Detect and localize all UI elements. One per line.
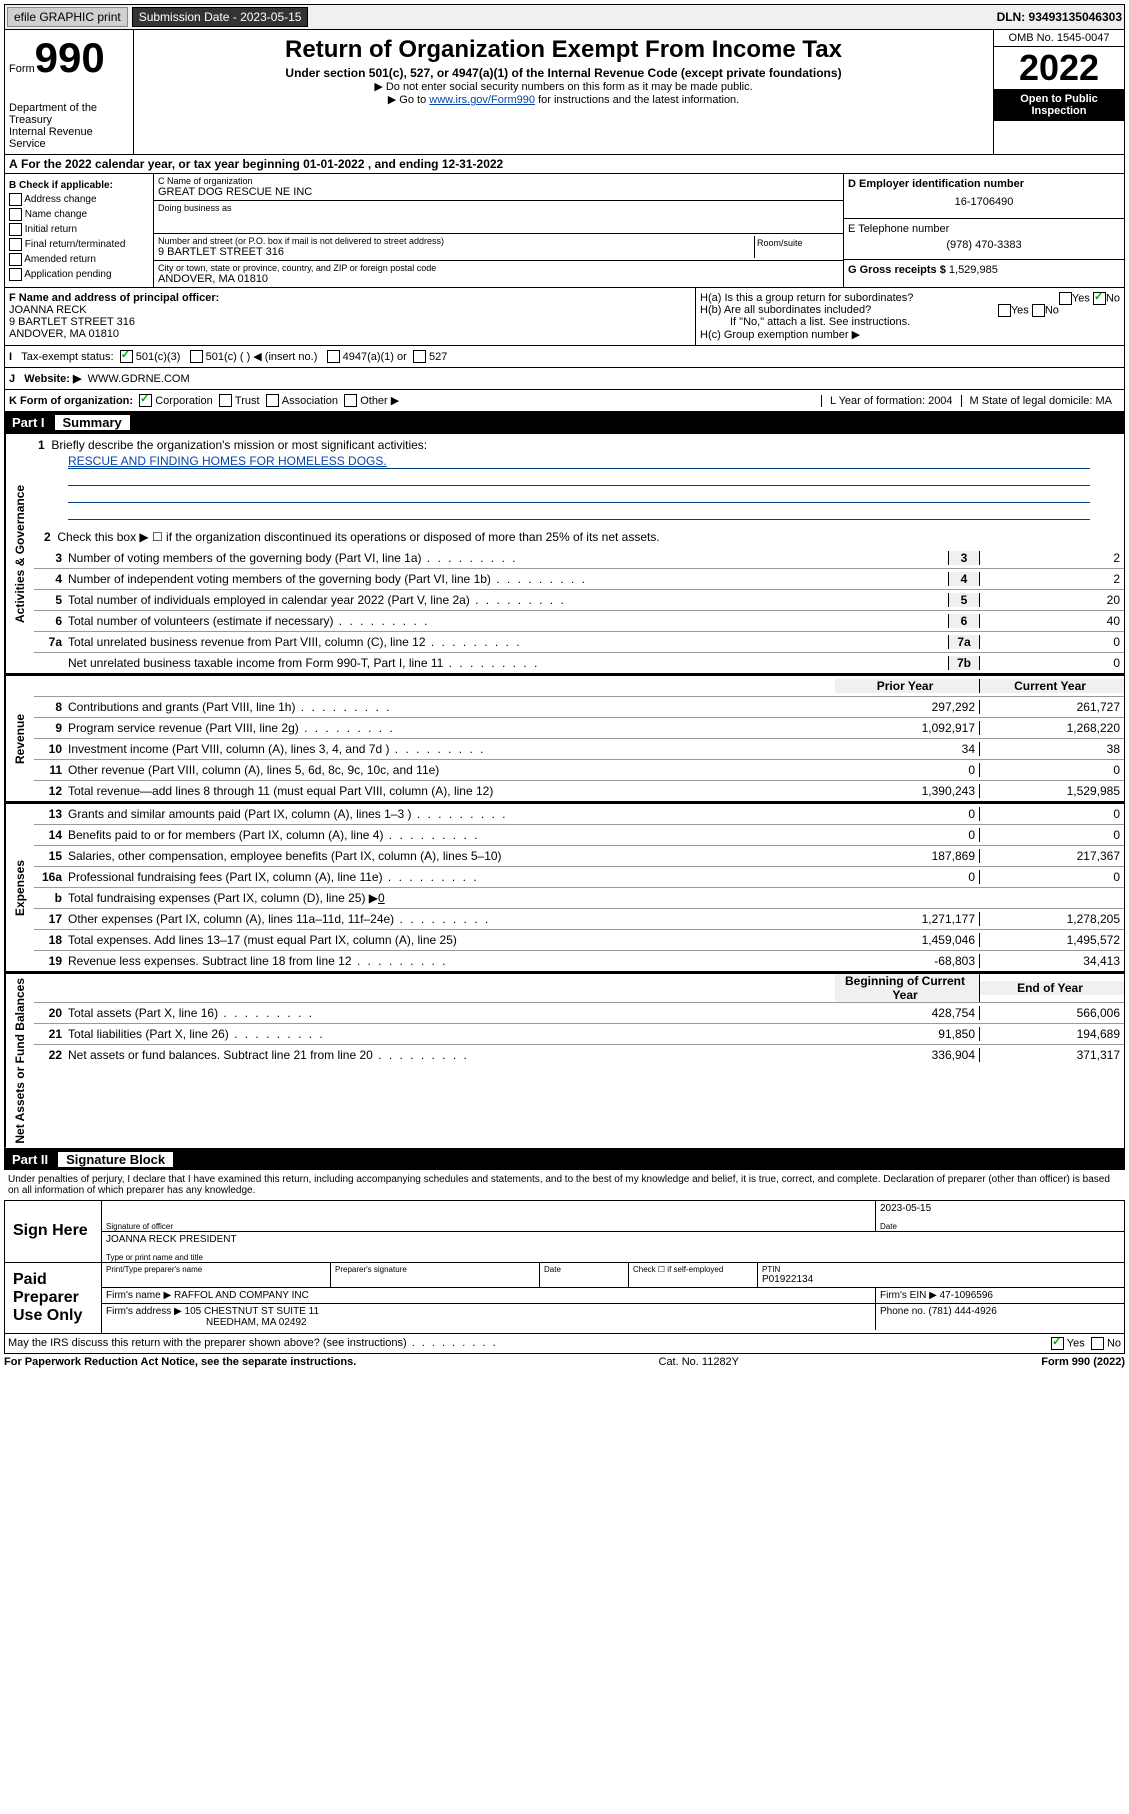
main-info-block: B Check if applicable: Address change Na… — [4, 174, 1125, 288]
col-c-org-info: C Name of organization GREAT DOG RESCUE … — [154, 174, 843, 287]
paid-preparer-block: Paid Preparer Use Only Print/Type prepar… — [4, 1263, 1125, 1334]
cb-assoc[interactable] — [266, 394, 279, 407]
cb-corp[interactable] — [139, 394, 152, 407]
omb-number: OMB No. 1545-0047 — [994, 30, 1124, 47]
tax-exempt-row: I Tax-exempt status: 501(c)(3) 501(c) ( … — [4, 346, 1125, 368]
website: WWW.GDRNE.COM — [88, 373, 190, 385]
street-address: 9 BARTLET STREET 316 — [158, 246, 754, 258]
open-inspection: Open to Public Inspection — [994, 89, 1124, 121]
cb-hb-yes[interactable] — [998, 304, 1011, 317]
col-d-ein-phone: D Employer identification number 16-1706… — [843, 174, 1124, 287]
row-k: K Form of organization: Corporation Trus… — [4, 390, 1125, 412]
org-name: GREAT DOG RESCUE NE INC — [158, 186, 839, 198]
cb-ha-no[interactable] — [1093, 292, 1106, 305]
year-formation: L Year of formation: 2004 — [821, 395, 961, 407]
col-b-checkboxes: B Check if applicable: Address change Na… — [5, 174, 154, 287]
form-number: Form990 — [9, 34, 129, 82]
row-a-tax-year: A For the 2022 calendar year, or tax yea… — [4, 155, 1125, 174]
vtab-expenses: Expenses — [5, 804, 34, 971]
dept-treasury: Department of the Treasury Internal Reve… — [9, 102, 129, 150]
ein: 16-1706490 — [848, 190, 1120, 214]
sign-here-block: Sign Here Signature of officer 2023-05-1… — [4, 1200, 1125, 1263]
officer-name-title: JOANNA RECK PRESIDENT — [106, 1234, 1120, 1245]
efile-print-button[interactable]: efile GRAPHIC print — [7, 7, 128, 27]
cb-other[interactable] — [344, 394, 357, 407]
irs-link[interactable]: www.irs.gov/Form990 — [429, 94, 535, 106]
city-state-zip: ANDOVER, MA 01810 — [158, 273, 839, 285]
vtab-netassets: Net Assets or Fund Balances — [5, 974, 34, 1148]
cb-address-change[interactable] — [9, 193, 22, 206]
form-header: Form990 Department of the Treasury Inter… — [4, 30, 1125, 155]
form-ref: Form 990 (2022) — [1041, 1356, 1125, 1368]
mission-text: RESCUE AND FINDING HOMES FOR HOMELESS DO… — [68, 454, 1090, 469]
firm-name: RAFFOL AND COMPANY INC — [174, 1290, 309, 1301]
phone: (978) 470-3383 — [848, 235, 1120, 255]
vtab-revenue: Revenue — [5, 676, 34, 801]
part-1-header: Part I Summary — [4, 412, 1125, 433]
submission-date: Submission Date - 2023-05-15 — [132, 7, 309, 27]
sig-intro: Under penalties of perjury, I declare th… — [4, 1170, 1125, 1200]
cb-4947[interactable] — [327, 350, 340, 363]
cb-name-change[interactable] — [9, 208, 22, 221]
form-subtitle-2: ▶ Do not enter social security numbers o… — [138, 80, 989, 93]
cb-discuss-no[interactable] — [1091, 1337, 1104, 1350]
ptin: P01922134 — [762, 1274, 1120, 1285]
gross-receipts: 1,529,985 — [949, 264, 998, 276]
state-domicile: M State of legal domicile: MA — [961, 395, 1120, 407]
tax-year: 2022 — [994, 47, 1124, 89]
cb-527[interactable] — [413, 350, 426, 363]
block-f-h: F Name and address of principal officer:… — [4, 288, 1125, 346]
sign-here-label: Sign Here — [5, 1201, 101, 1262]
vtab-governance: Activities & Governance — [5, 434, 34, 673]
firm-ein: 47-1096596 — [940, 1290, 993, 1301]
dln: DLN: 93493135046303 — [997, 10, 1122, 24]
part-2-header: Part II Signature Block — [4, 1149, 1125, 1170]
sig-date: 2023-05-15 — [880, 1203, 1120, 1214]
form-subtitle-1: Under section 501(c), 527, or 4947(a)(1)… — [138, 66, 989, 80]
form-title: Return of Organization Exempt From Incom… — [138, 36, 989, 64]
may-irs-row: May the IRS discuss this return with the… — [4, 1334, 1125, 1354]
cb-501c[interactable] — [190, 350, 203, 363]
revenue-section: Revenue Prior YearCurrent Year 8Contribu… — [4, 674, 1125, 802]
cb-hb-no[interactable] — [1032, 304, 1045, 317]
governance-section: Activities & Governance 1 Briefly descri… — [4, 433, 1125, 674]
form-subtitle-3: ▶ Go to www.irs.gov/Form990 for instruct… — [138, 93, 989, 106]
paid-preparer-label: Paid Preparer Use Only — [5, 1263, 101, 1333]
preparer-phone: (781) 444-4926 — [928, 1306, 996, 1317]
cb-trust[interactable] — [219, 394, 232, 407]
cb-amended[interactable] — [9, 253, 22, 266]
officer-name: JOANNA RECK — [9, 304, 691, 316]
cb-final-return[interactable] — [9, 238, 22, 251]
cb-ha-yes[interactable] — [1059, 292, 1072, 305]
cb-501c3[interactable] — [120, 350, 133, 363]
top-bar: efile GRAPHIC print Submission Date - 20… — [4, 4, 1125, 30]
expenses-section: Expenses 13Grants and similar amounts pa… — [4, 802, 1125, 972]
firm-address: 105 CHESTNUT ST SUITE 11 — [185, 1306, 320, 1317]
footer: For Paperwork Reduction Act Notice, see … — [4, 1354, 1125, 1370]
cb-discuss-yes[interactable] — [1051, 1337, 1064, 1350]
netassets-section: Net Assets or Fund Balances Beginning of… — [4, 972, 1125, 1149]
cb-app-pending[interactable] — [9, 268, 22, 281]
website-row: J Website: ▶ WWW.GDRNE.COM — [4, 368, 1125, 390]
cb-initial-return[interactable] — [9, 223, 22, 236]
